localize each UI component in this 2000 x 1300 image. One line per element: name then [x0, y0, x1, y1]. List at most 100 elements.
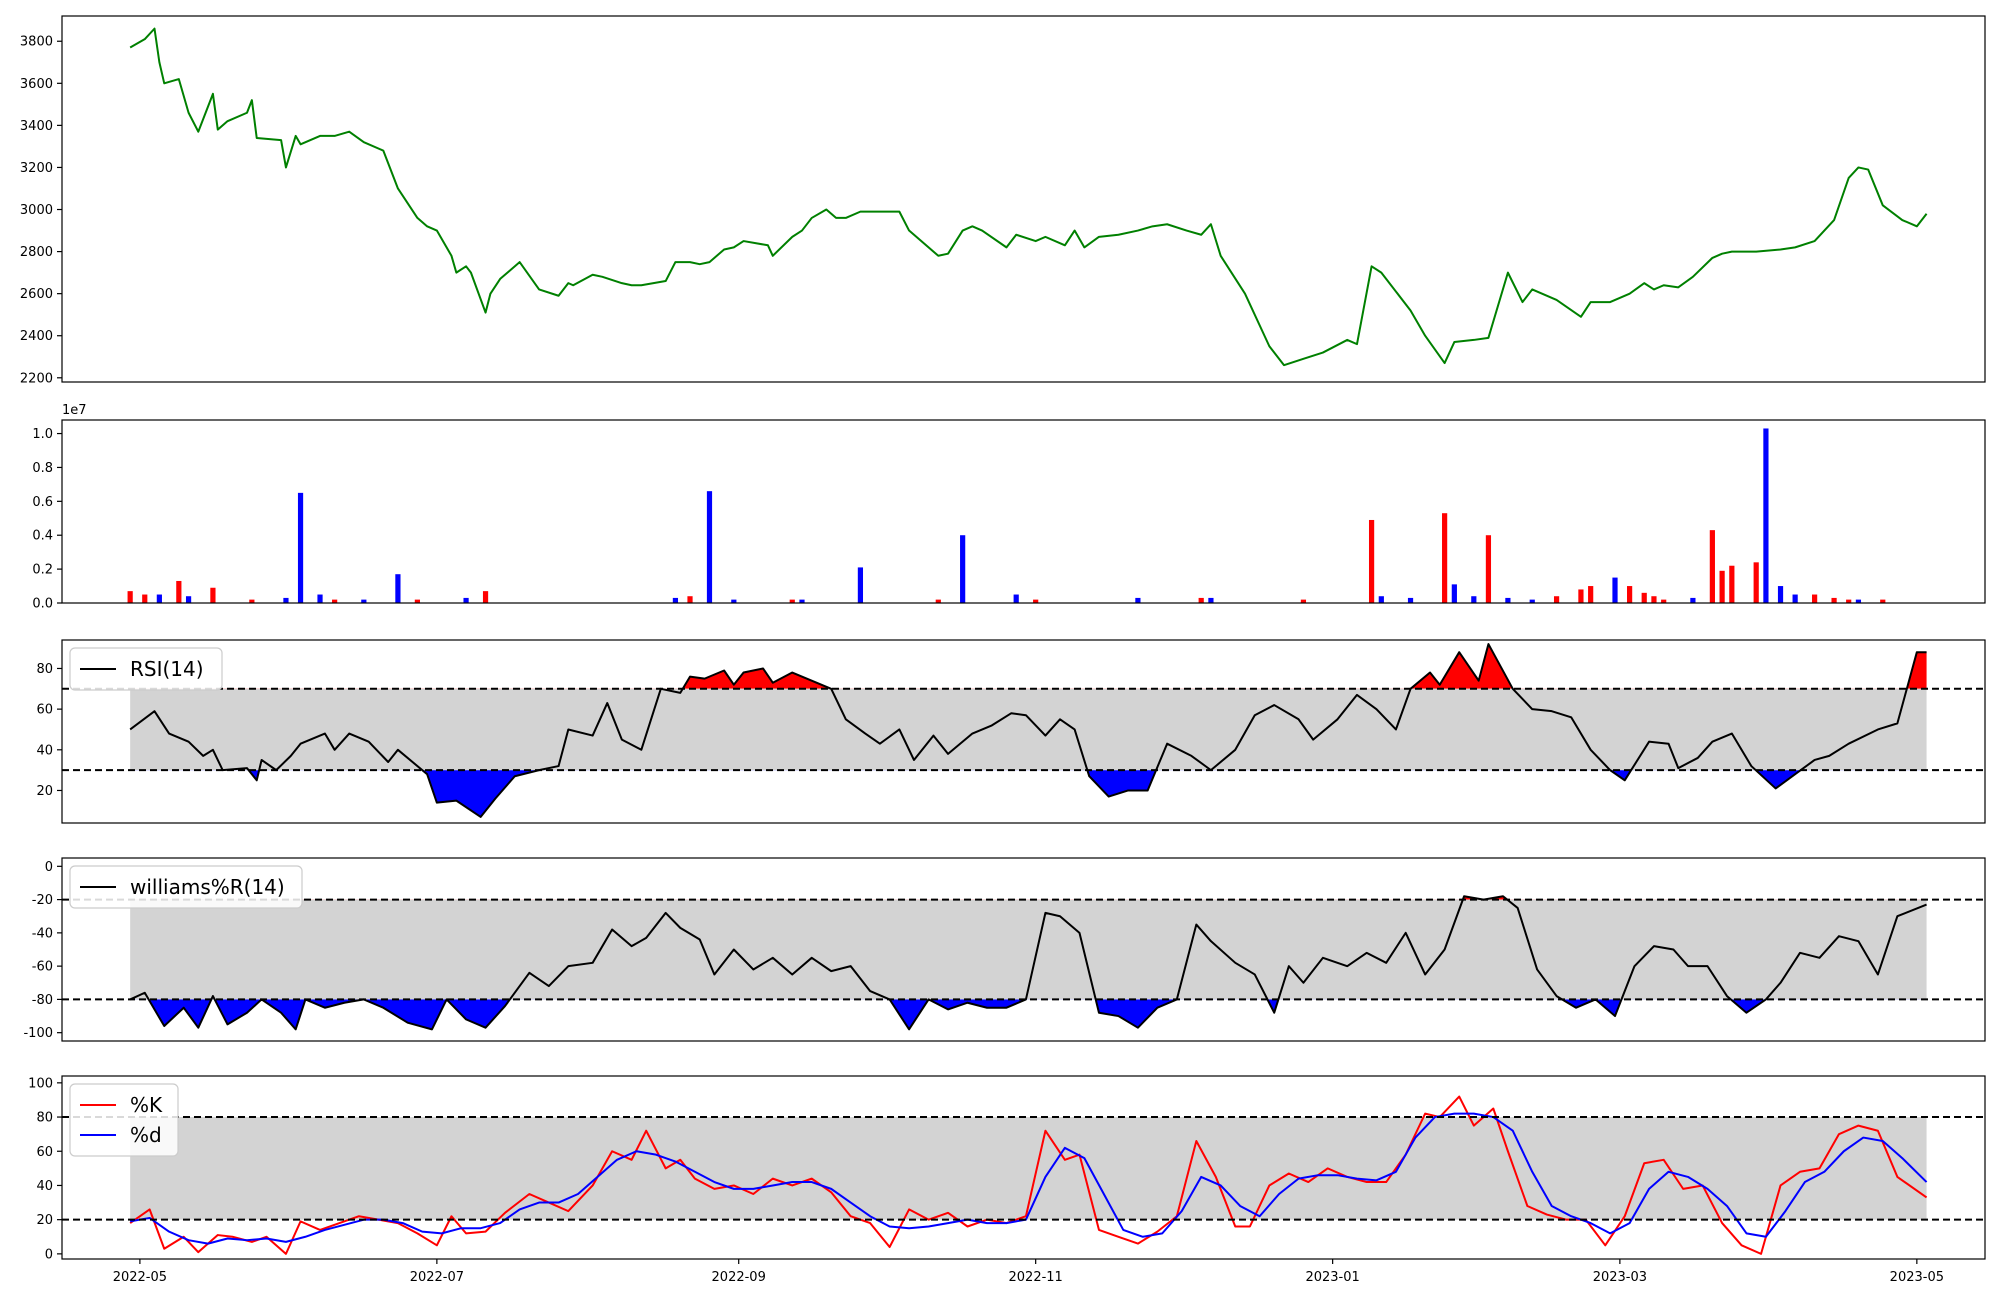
- volume-bar: [127, 591, 133, 603]
- volume-bar: [1812, 594, 1818, 603]
- volume-bar: [960, 535, 966, 603]
- volume-bar: [1627, 586, 1633, 603]
- williams-plot-area: [129, 895, 1927, 1031]
- volume-bar: [1578, 589, 1584, 603]
- stochastic-legend: [69, 1083, 179, 1157]
- legend-label: RSI(14): [130, 657, 204, 681]
- volume-bar: [1013, 594, 1019, 603]
- x-tick-label: 2022-09: [712, 1270, 766, 1285]
- y-tick-label: 3600: [20, 77, 53, 92]
- y-tick-label: 2400: [20, 329, 53, 344]
- volume-bar: [1763, 428, 1769, 603]
- volume-bar: [1300, 599, 1307, 603]
- volume-bar: [1198, 597, 1204, 603]
- y-tick-label: 20: [36, 784, 53, 799]
- volume-bar: [395, 574, 401, 603]
- x-tick-label: 2022-11: [1009, 1270, 1063, 1285]
- volume-bar: [1777, 586, 1784, 603]
- volume-bar: [1661, 599, 1667, 603]
- legend-label: %d: [130, 1123, 162, 1147]
- volume-bar: [142, 594, 148, 603]
- x-tick-label: 2023-05: [1890, 1270, 1944, 1285]
- volume-bar: [361, 599, 367, 603]
- x-tick-label: 2022-07: [410, 1270, 464, 1285]
- volume-bar: [1378, 596, 1384, 603]
- volume-bar: [1729, 565, 1735, 603]
- y-tick-label: 0.0: [32, 597, 53, 612]
- price-axes-frame: [61, 15, 1986, 383]
- y-tick-label: 60: [36, 703, 53, 718]
- legend-label: %K: [130, 1093, 163, 1117]
- volume-bar: [210, 587, 216, 603]
- volume-bar: [297, 492, 304, 603]
- volume-bar: [1505, 597, 1511, 603]
- rsi-panel: 20 40 60 80 RSI(14): [36, 639, 1986, 824]
- y-tick-label: 0.8: [32, 461, 53, 476]
- volume-plot-area: [127, 428, 1886, 603]
- y-tick-label: 2800: [20, 245, 53, 260]
- rsi-series-line-1: [129, 643, 1927, 818]
- volume-bar: [414, 599, 420, 603]
- volume-bar: [1753, 562, 1759, 603]
- y-tick-label: 0.6: [32, 495, 53, 510]
- williams-r-panel: -100 -80 -60 -40 -20 0 williams%R(14): [23, 857, 1986, 1042]
- volume-bar: [706, 491, 713, 603]
- volume-bar: [463, 597, 469, 603]
- volume-bar: [482, 591, 489, 603]
- volume-bar: [935, 599, 941, 603]
- rsi-oversold-fill: [130, 770, 1927, 817]
- price-plot-area: [129, 27, 1928, 367]
- y-tick-label: 0: [45, 1247, 53, 1262]
- volume-bar: [1442, 513, 1448, 603]
- volume-bar: [185, 596, 192, 603]
- y-tick-label: 3200: [20, 161, 53, 176]
- volume-bar: [1792, 594, 1798, 603]
- y-offset-label: 1e7: [62, 403, 87, 418]
- volume-bar: [672, 597, 679, 603]
- volume-bar: [1407, 597, 1414, 603]
- volume-bar: [317, 594, 323, 603]
- y-tick-label: 60: [36, 1145, 53, 1160]
- volume-bar: [1855, 599, 1862, 603]
- y-tick-label: 80: [36, 662, 53, 677]
- y-tick-label: 100: [28, 1076, 53, 1091]
- stochastic-series-line-1: [129, 1095, 1928, 1255]
- y-tick-label: 2200: [20, 371, 53, 386]
- volume-bar: [731, 599, 737, 603]
- volume-bar: [283, 597, 289, 603]
- volume-bar: [1368, 519, 1375, 603]
- legend-label: williams%R(14): [130, 875, 285, 899]
- y-tick-label: -60: [32, 960, 53, 975]
- y-tick-label: 20: [36, 1213, 53, 1228]
- y-tick-label: 1.0: [32, 427, 53, 442]
- y-tick-label: -80: [32, 993, 53, 1008]
- y-tick-label: 40: [36, 743, 53, 758]
- volume-bar: [156, 594, 162, 603]
- volume-bar: [1719, 570, 1725, 603]
- volume-bar: [1471, 596, 1477, 603]
- volume-bar: [1880, 599, 1886, 603]
- y-tick-label: 0.2: [32, 563, 53, 578]
- volume-bar: [1612, 577, 1618, 603]
- y-tick-label: 3800: [20, 35, 53, 50]
- rsi-plot-area: [129, 643, 1927, 818]
- y-tick-label: 2600: [20, 287, 53, 302]
- price-panel: 2200 2400 2600 2800 3000 3200 3400 3600 3800: [20, 15, 1986, 386]
- volume-bar: [799, 599, 805, 603]
- y-tick-label: 3400: [20, 119, 53, 134]
- x-tick-label: 2023-03: [1593, 1270, 1647, 1285]
- volume-bar: [1831, 597, 1837, 603]
- volume-bar: [857, 567, 864, 603]
- volume-bar: [1451, 584, 1457, 603]
- volume-bar: [1846, 599, 1852, 603]
- volume-bar: [176, 580, 182, 603]
- williams-axes-frame: [61, 857, 1986, 1042]
- price-series-line-1: [129, 27, 1928, 367]
- y-tick-label: 0.4: [32, 529, 53, 544]
- volume-bar: [1690, 597, 1696, 603]
- volume-bar: [1033, 599, 1039, 603]
- y-tick-label: 3000: [20, 203, 53, 218]
- williams-legend: [69, 865, 303, 909]
